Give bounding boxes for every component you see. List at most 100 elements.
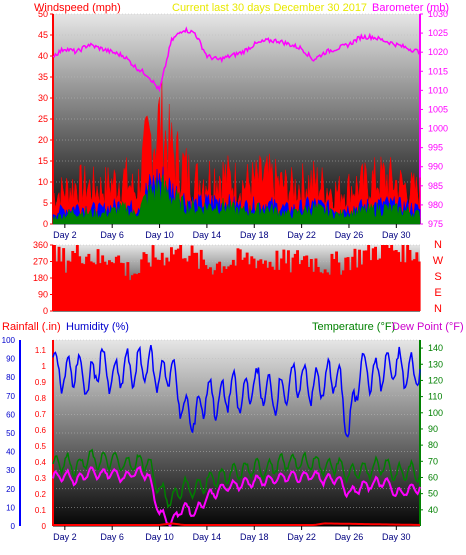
temperature-tick-label: 60 [428, 472, 438, 482]
direction-bar [73, 253, 77, 311]
direction-bar [151, 245, 155, 311]
direction-bar [378, 258, 382, 311]
y-left-tick-label: 10 [38, 177, 48, 187]
y-right-tick-label: 1030 [428, 9, 448, 19]
direction-bar [128, 280, 132, 311]
y-left-tick-label: 5 [43, 198, 48, 208]
direction-bar [220, 272, 224, 311]
direction-bar [85, 256, 88, 311]
direction-bar [222, 266, 226, 311]
rain-tick-label: 0.4 [35, 458, 47, 467]
temperature-axis-title: Temperature (°F) [312, 321, 395, 333]
direction-bar [275, 250, 279, 311]
direction-bar [190, 245, 194, 311]
x-tick-label: Day 30 [382, 532, 411, 542]
direction-bar [323, 269, 327, 311]
direction-bar [259, 259, 263, 311]
direction-bar [170, 247, 173, 311]
y-left-tick-label: 40 [38, 51, 48, 61]
direction-bar [126, 262, 130, 311]
direction-bar [284, 263, 288, 311]
y-right-tick-label: 1015 [428, 66, 448, 76]
y-left-tick-label: 25 [38, 114, 48, 124]
direction-bar [410, 260, 414, 311]
x-tick-label: Day 10 [145, 230, 174, 240]
direction-bar [183, 258, 187, 311]
direction-bar [383, 245, 387, 311]
direction-bar [399, 261, 403, 311]
direction-bar [358, 249, 361, 311]
direction-bar [289, 272, 293, 311]
compass-label: E [434, 287, 441, 299]
direction-bar [309, 259, 313, 311]
direction-bar [229, 264, 233, 311]
x-tick-label: Day 26 [335, 532, 364, 542]
rain-tick-label: 1 [42, 362, 47, 371]
temperature-tick-label: 40 [428, 505, 438, 515]
temperature-tick-label: 70 [428, 456, 438, 466]
direction-bar [165, 257, 169, 311]
direction-bar [381, 245, 384, 311]
direction-bar [254, 268, 258, 311]
direction-bar [62, 248, 66, 311]
direction-bar [103, 261, 107, 311]
direction-bar [234, 265, 238, 311]
y-tick-label: 180 [33, 273, 48, 283]
wind-axis-title: Windspeed (mph) [34, 2, 121, 14]
direction-bar [403, 262, 407, 311]
direction-bar [376, 259, 380, 311]
direction-bar [144, 254, 148, 311]
direction-bar [133, 273, 137, 311]
compass-label: W [433, 255, 444, 267]
direction-bar [287, 250, 290, 311]
direction-bar [206, 268, 210, 311]
direction-bar [80, 263, 84, 311]
direction-bar [195, 252, 199, 311]
direction-bar [110, 262, 114, 311]
direction-bar [364, 250, 368, 311]
direction-bar [353, 248, 357, 311]
direction-bar [241, 259, 244, 311]
rain-tick-label: 0 [42, 522, 47, 531]
direction-bar [209, 267, 212, 311]
direction-bar [202, 259, 205, 311]
direction-bar [243, 257, 247, 311]
y-tick-label: 0 [43, 306, 48, 316]
y-left-tick-label: 0 [43, 219, 48, 229]
y-right-tick-label: 985 [428, 181, 443, 191]
direction-bar [108, 260, 111, 311]
rain-tick-label: 0.3 [35, 474, 47, 483]
direction-bar [204, 265, 208, 311]
humidity-tick-label: 50 [6, 429, 15, 438]
humidity-tick-label: 70 [6, 392, 15, 401]
direction-bar [186, 261, 189, 311]
direction-bar [326, 272, 329, 311]
direction-bar [92, 262, 95, 311]
temperature-tick-label: 130 [428, 359, 443, 369]
direction-bar [390, 245, 394, 311]
y-right-tick-label: 1020 [428, 47, 448, 57]
direction-bar [394, 250, 398, 311]
direction-bar [296, 250, 299, 311]
direction-bar [124, 275, 127, 311]
direction-bar [64, 272, 68, 311]
direction-bar [121, 263, 125, 311]
temperature-tick-label: 110 [428, 392, 442, 402]
direction-bar [192, 252, 196, 311]
humidity-tick-label: 60 [6, 410, 15, 419]
direction-bar [355, 267, 359, 311]
direction-bar [374, 246, 377, 311]
direction-bar [71, 251, 75, 311]
direction-bar [181, 258, 185, 311]
direction-bar [78, 256, 82, 311]
temperature-tick-label: 90 [428, 424, 438, 434]
direction-bar [282, 249, 286, 311]
humidity-tick-label: 80 [6, 373, 15, 382]
y-right-tick-label: 1000 [428, 124, 448, 134]
direction-bar [342, 270, 345, 311]
direction-bar [160, 252, 164, 311]
y-left-tick-label: 50 [38, 9, 48, 19]
direction-bar [337, 262, 341, 311]
chart-title: Current last 30 days December 30 2017 [172, 2, 367, 14]
